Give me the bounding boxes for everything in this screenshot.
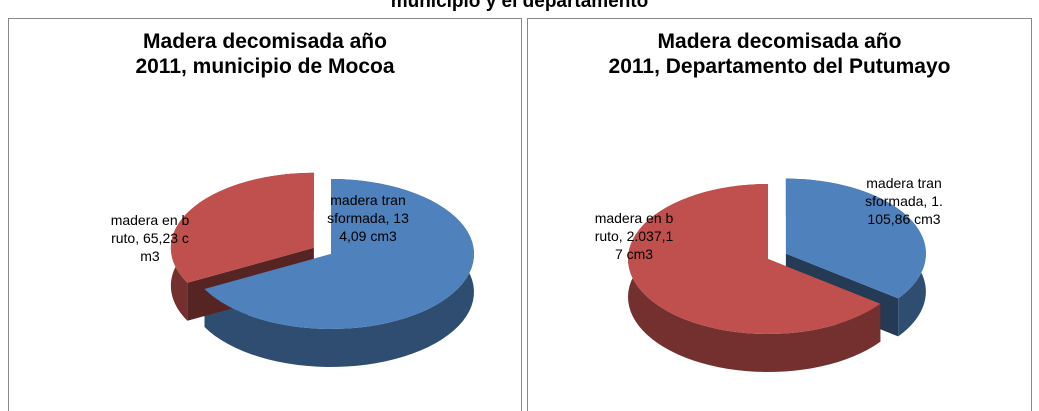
chart-title: Madera decomisada año 2011, municipio de… — [135, 30, 395, 78]
pie-slice — [170, 172, 314, 283]
data-label: madera transformada, 1.105,86 cm3 — [865, 175, 943, 227]
pie-chart — [170, 172, 474, 367]
pie-slice — [785, 178, 926, 299]
data-label: madera en bruto, 65,23 cm3 — [110, 212, 190, 264]
pie-tops — [628, 178, 926, 334]
pie-slice — [204, 179, 474, 329]
pie-tops — [170, 172, 474, 329]
page-title: municipio y el departamento — [390, 0, 649, 12]
chart-panel: Madera decomisada año 2011, municipio de… — [8, 18, 522, 411]
data-label: madera en bruto, 2.037,17 cm3 — [594, 210, 674, 262]
pie-chart — [628, 178, 926, 372]
chart-title: Madera decomisada año 2011, Departamento… — [608, 30, 951, 78]
data-label: madera transformada, 134,09 cm3 — [327, 192, 409, 244]
chart-panel: Madera decomisada año 2011, Departamento… — [527, 18, 1032, 411]
pie-slice — [628, 184, 881, 334]
